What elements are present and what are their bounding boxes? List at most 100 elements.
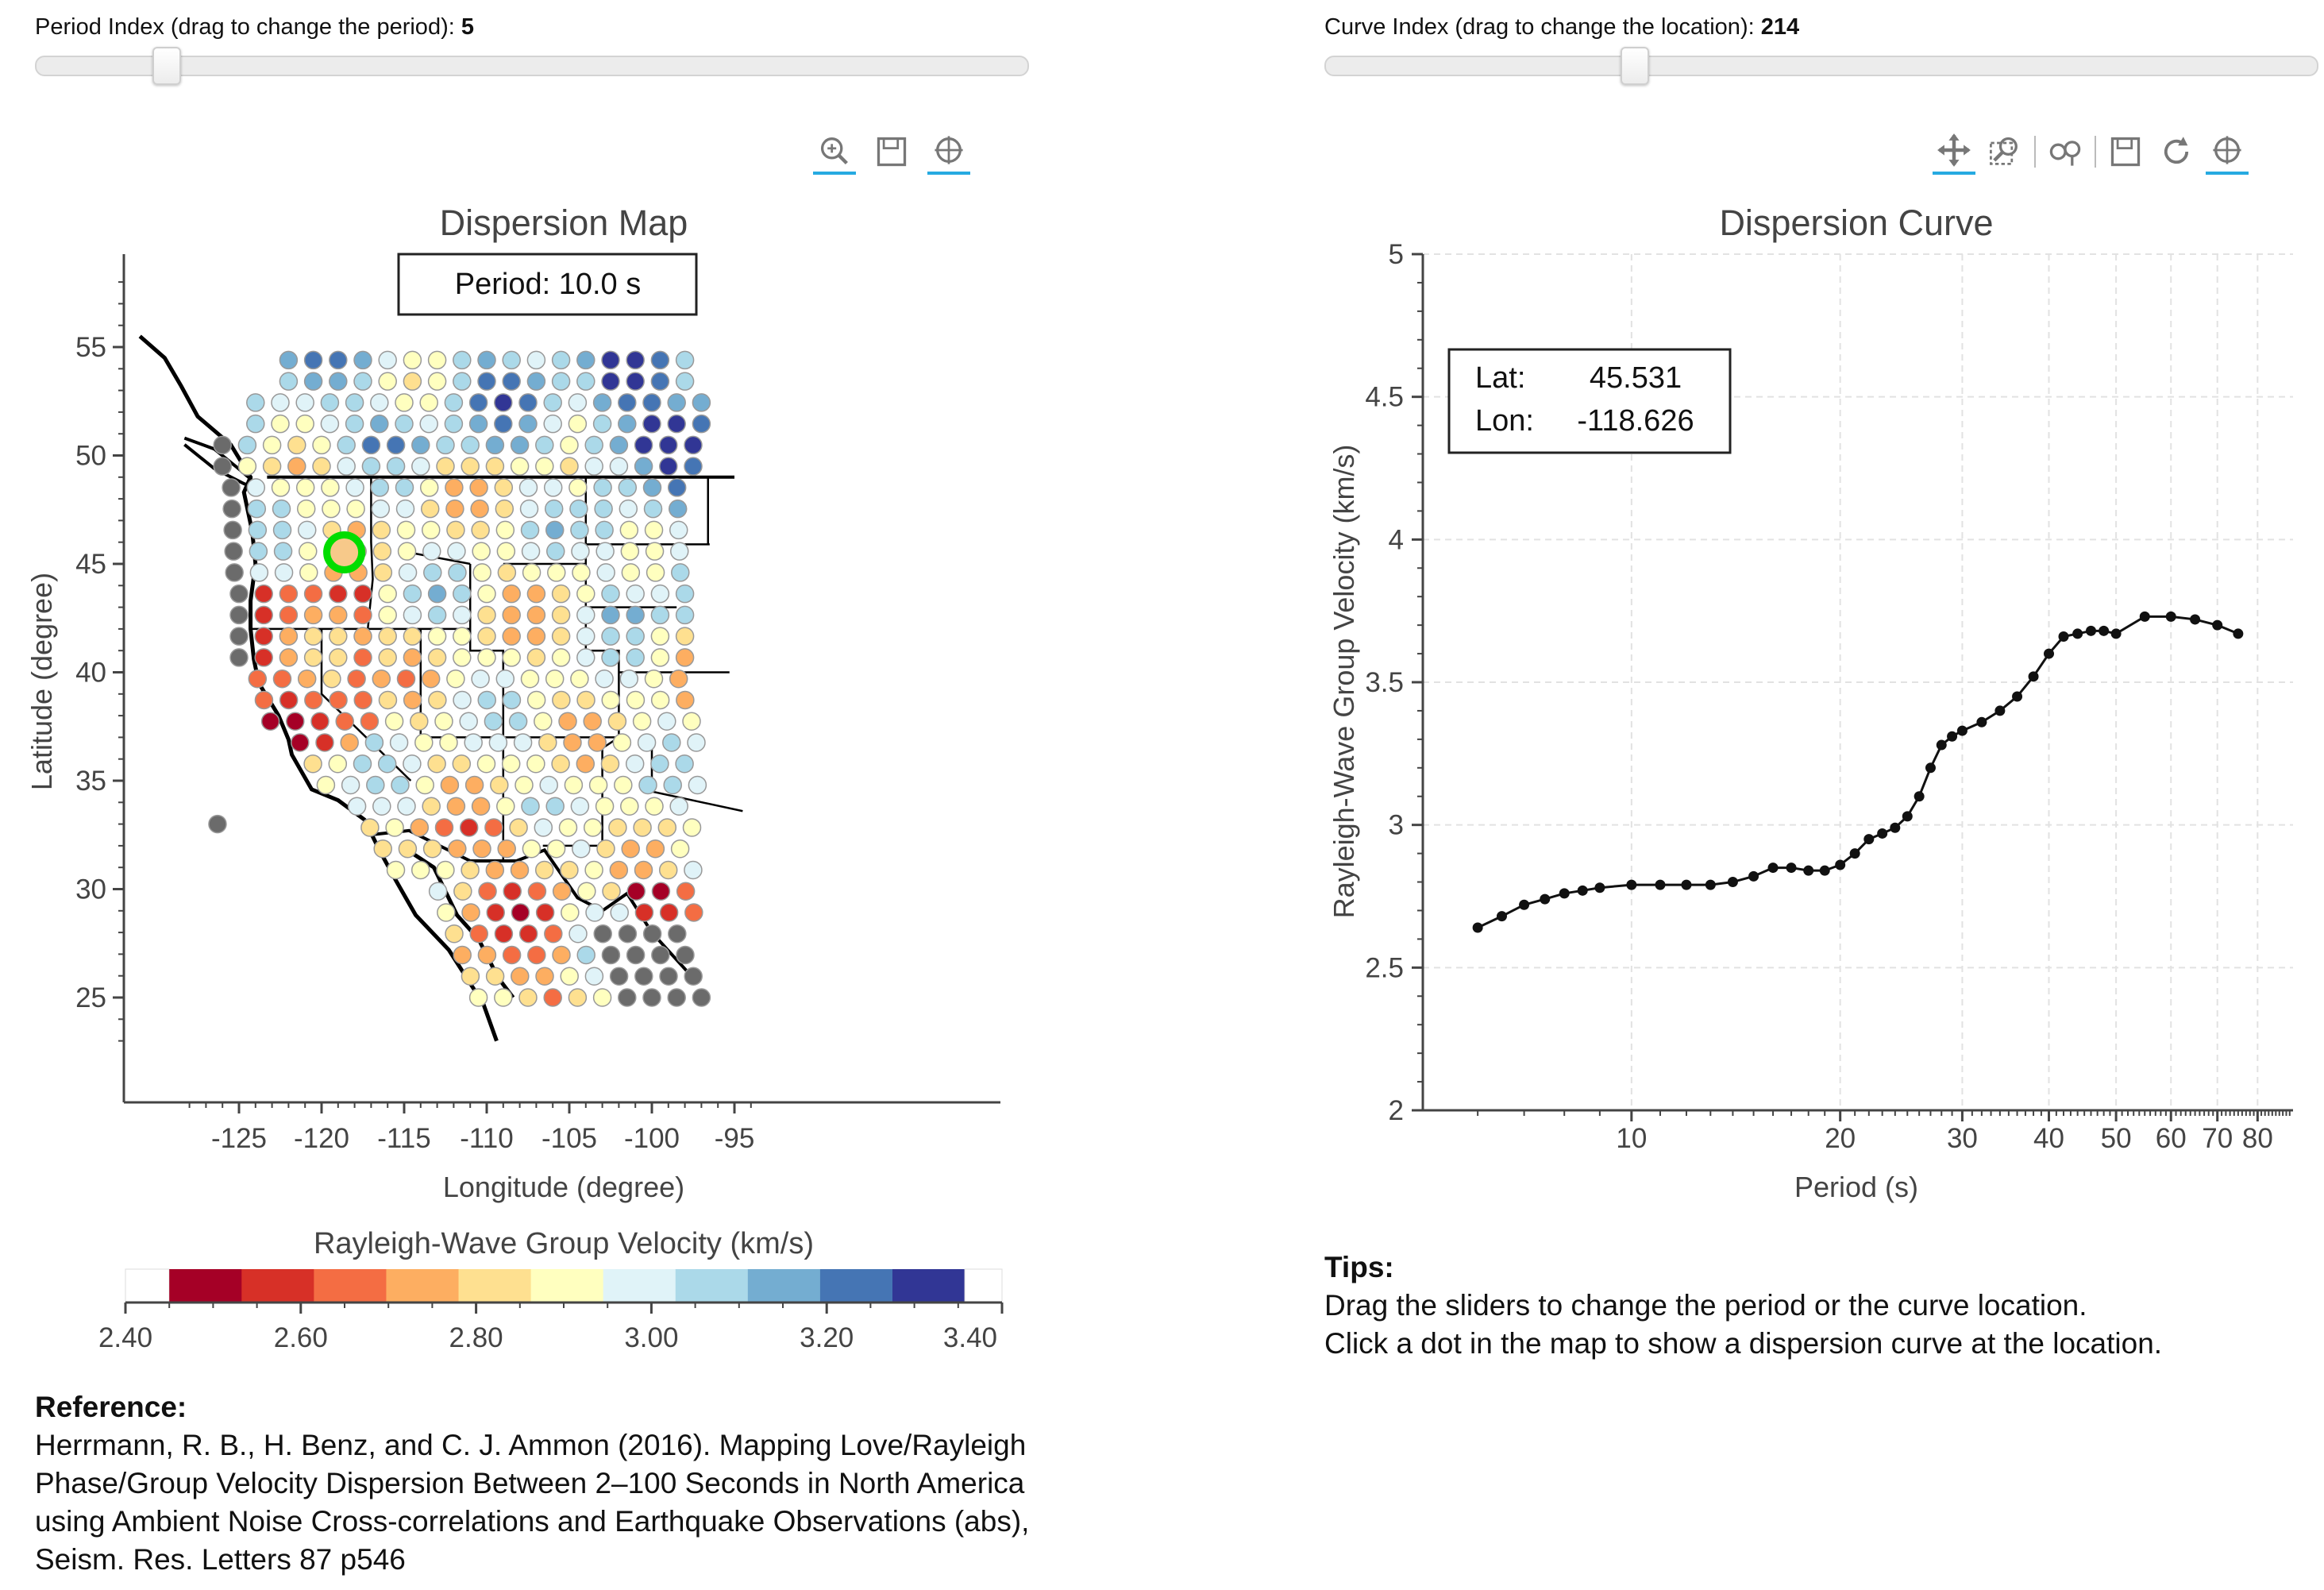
map-dot[interactable] (642, 393, 661, 412)
map-dot[interactable] (526, 372, 546, 391)
map-dot[interactable] (520, 520, 540, 540)
map-dot[interactable] (583, 712, 602, 731)
map-dot[interactable] (378, 350, 397, 370)
map-dot[interactable] (518, 924, 538, 944)
map-dot[interactable] (464, 733, 483, 752)
map-dot[interactable] (459, 712, 478, 731)
map-dot[interactable] (609, 967, 629, 986)
map-dot[interactable] (415, 775, 434, 795)
map-dot[interactable] (403, 350, 422, 370)
map-dot[interactable] (434, 818, 454, 837)
map-dot[interactable] (246, 478, 266, 497)
map-dot[interactable] (601, 648, 620, 667)
map-dot[interactable] (593, 924, 612, 944)
map-dot[interactable] (411, 435, 430, 455)
map-dot[interactable] (619, 669, 639, 689)
map-dot[interactable] (568, 414, 588, 434)
map-dot[interactable] (353, 627, 372, 646)
map-dot[interactable] (420, 499, 440, 519)
map-dot[interactable] (650, 605, 670, 625)
dispersion-map[interactable]: Dispersion Map -125 -120 -115 -110 -105 -100-… (16, 119, 1040, 1215)
map-dot[interactable] (410, 860, 430, 880)
map-dot[interactable] (414, 733, 434, 752)
map-dot[interactable] (279, 372, 299, 391)
map-dot[interactable] (471, 669, 490, 689)
map-dot[interactable] (345, 393, 364, 412)
map-dot[interactable] (551, 350, 571, 370)
map-dot[interactable] (453, 882, 472, 901)
map-dot[interactable] (395, 393, 414, 412)
map-dot[interactable] (570, 669, 589, 689)
map-dot[interactable] (609, 435, 629, 455)
map-save-tool[interactable] (870, 130, 913, 173)
map-dot[interactable] (502, 627, 521, 646)
map-dot[interactable] (675, 605, 695, 625)
map-dot[interactable] (484, 818, 503, 837)
map-dot[interactable] (389, 733, 409, 752)
map-dot[interactable] (279, 690, 299, 710)
map-dot[interactable] (272, 669, 292, 689)
map-dot[interactable] (618, 988, 637, 1007)
map-dot[interactable] (535, 457, 554, 476)
map-dot[interactable] (676, 690, 695, 710)
map-dot[interactable] (378, 584, 397, 604)
map-wheel-zoom-tool[interactable] (813, 129, 856, 175)
map-dot[interactable] (279, 350, 299, 370)
map-dot[interactable] (650, 690, 670, 710)
map-dot[interactable] (477, 627, 496, 646)
map-dot[interactable] (526, 627, 546, 646)
map-dot[interactable] (320, 414, 340, 434)
map-dot[interactable] (527, 882, 547, 901)
map-dot[interactable] (296, 499, 316, 519)
map-dot[interactable] (569, 499, 588, 519)
map-dot[interactable] (421, 669, 441, 689)
map-dot[interactable] (510, 435, 530, 455)
map-dot[interactable] (260, 712, 280, 731)
map-dot[interactable] (645, 797, 664, 816)
map-dot[interactable] (543, 414, 562, 434)
map-dot[interactable] (469, 924, 488, 944)
map-dot[interactable] (568, 393, 588, 412)
map-dot[interactable] (518, 393, 538, 412)
map-dot[interactable] (453, 372, 472, 391)
map-dot[interactable] (670, 839, 690, 859)
map-dot[interactable] (385, 818, 404, 837)
map-dot[interactable] (303, 648, 323, 667)
map-dot[interactable] (535, 903, 555, 922)
map-dot[interactable] (684, 435, 703, 455)
map-dot[interactable] (572, 563, 591, 582)
map-dot[interactable] (395, 478, 414, 497)
map-dot[interactable] (526, 648, 546, 667)
map-dot[interactable] (453, 584, 472, 604)
map-dot[interactable] (398, 563, 418, 582)
map-dot[interactable] (520, 669, 540, 689)
map-dot[interactable] (642, 924, 662, 944)
map-dot[interactable] (299, 542, 318, 561)
map-dot[interactable] (229, 605, 249, 625)
map-dot[interactable] (502, 350, 521, 370)
map-dot[interactable] (560, 860, 579, 880)
map-dot[interactable] (439, 733, 458, 752)
map-dot[interactable] (618, 414, 637, 434)
map-dot[interactable] (560, 967, 579, 986)
map-dot[interactable] (249, 563, 269, 582)
map-dot[interactable] (254, 690, 274, 710)
map-dot[interactable] (576, 627, 595, 646)
map-dot[interactable] (279, 584, 299, 604)
map-dot[interactable] (453, 648, 472, 667)
map-dot[interactable] (534, 712, 553, 731)
map-dot[interactable] (446, 669, 465, 689)
map-dot[interactable] (246, 393, 265, 412)
map-dot[interactable] (378, 648, 397, 667)
map-dot[interactable] (328, 754, 348, 774)
map-dot[interactable] (511, 903, 530, 922)
map-dot[interactable] (642, 478, 662, 497)
map-dot[interactable] (397, 542, 417, 561)
map-dot[interactable] (345, 478, 364, 497)
map-dot[interactable] (576, 648, 595, 667)
map-dot[interactable] (484, 712, 503, 731)
map-dot[interactable] (423, 563, 442, 582)
map-dot[interactable] (543, 393, 562, 412)
map-dot[interactable] (478, 882, 497, 901)
map-dot[interactable] (436, 860, 455, 880)
